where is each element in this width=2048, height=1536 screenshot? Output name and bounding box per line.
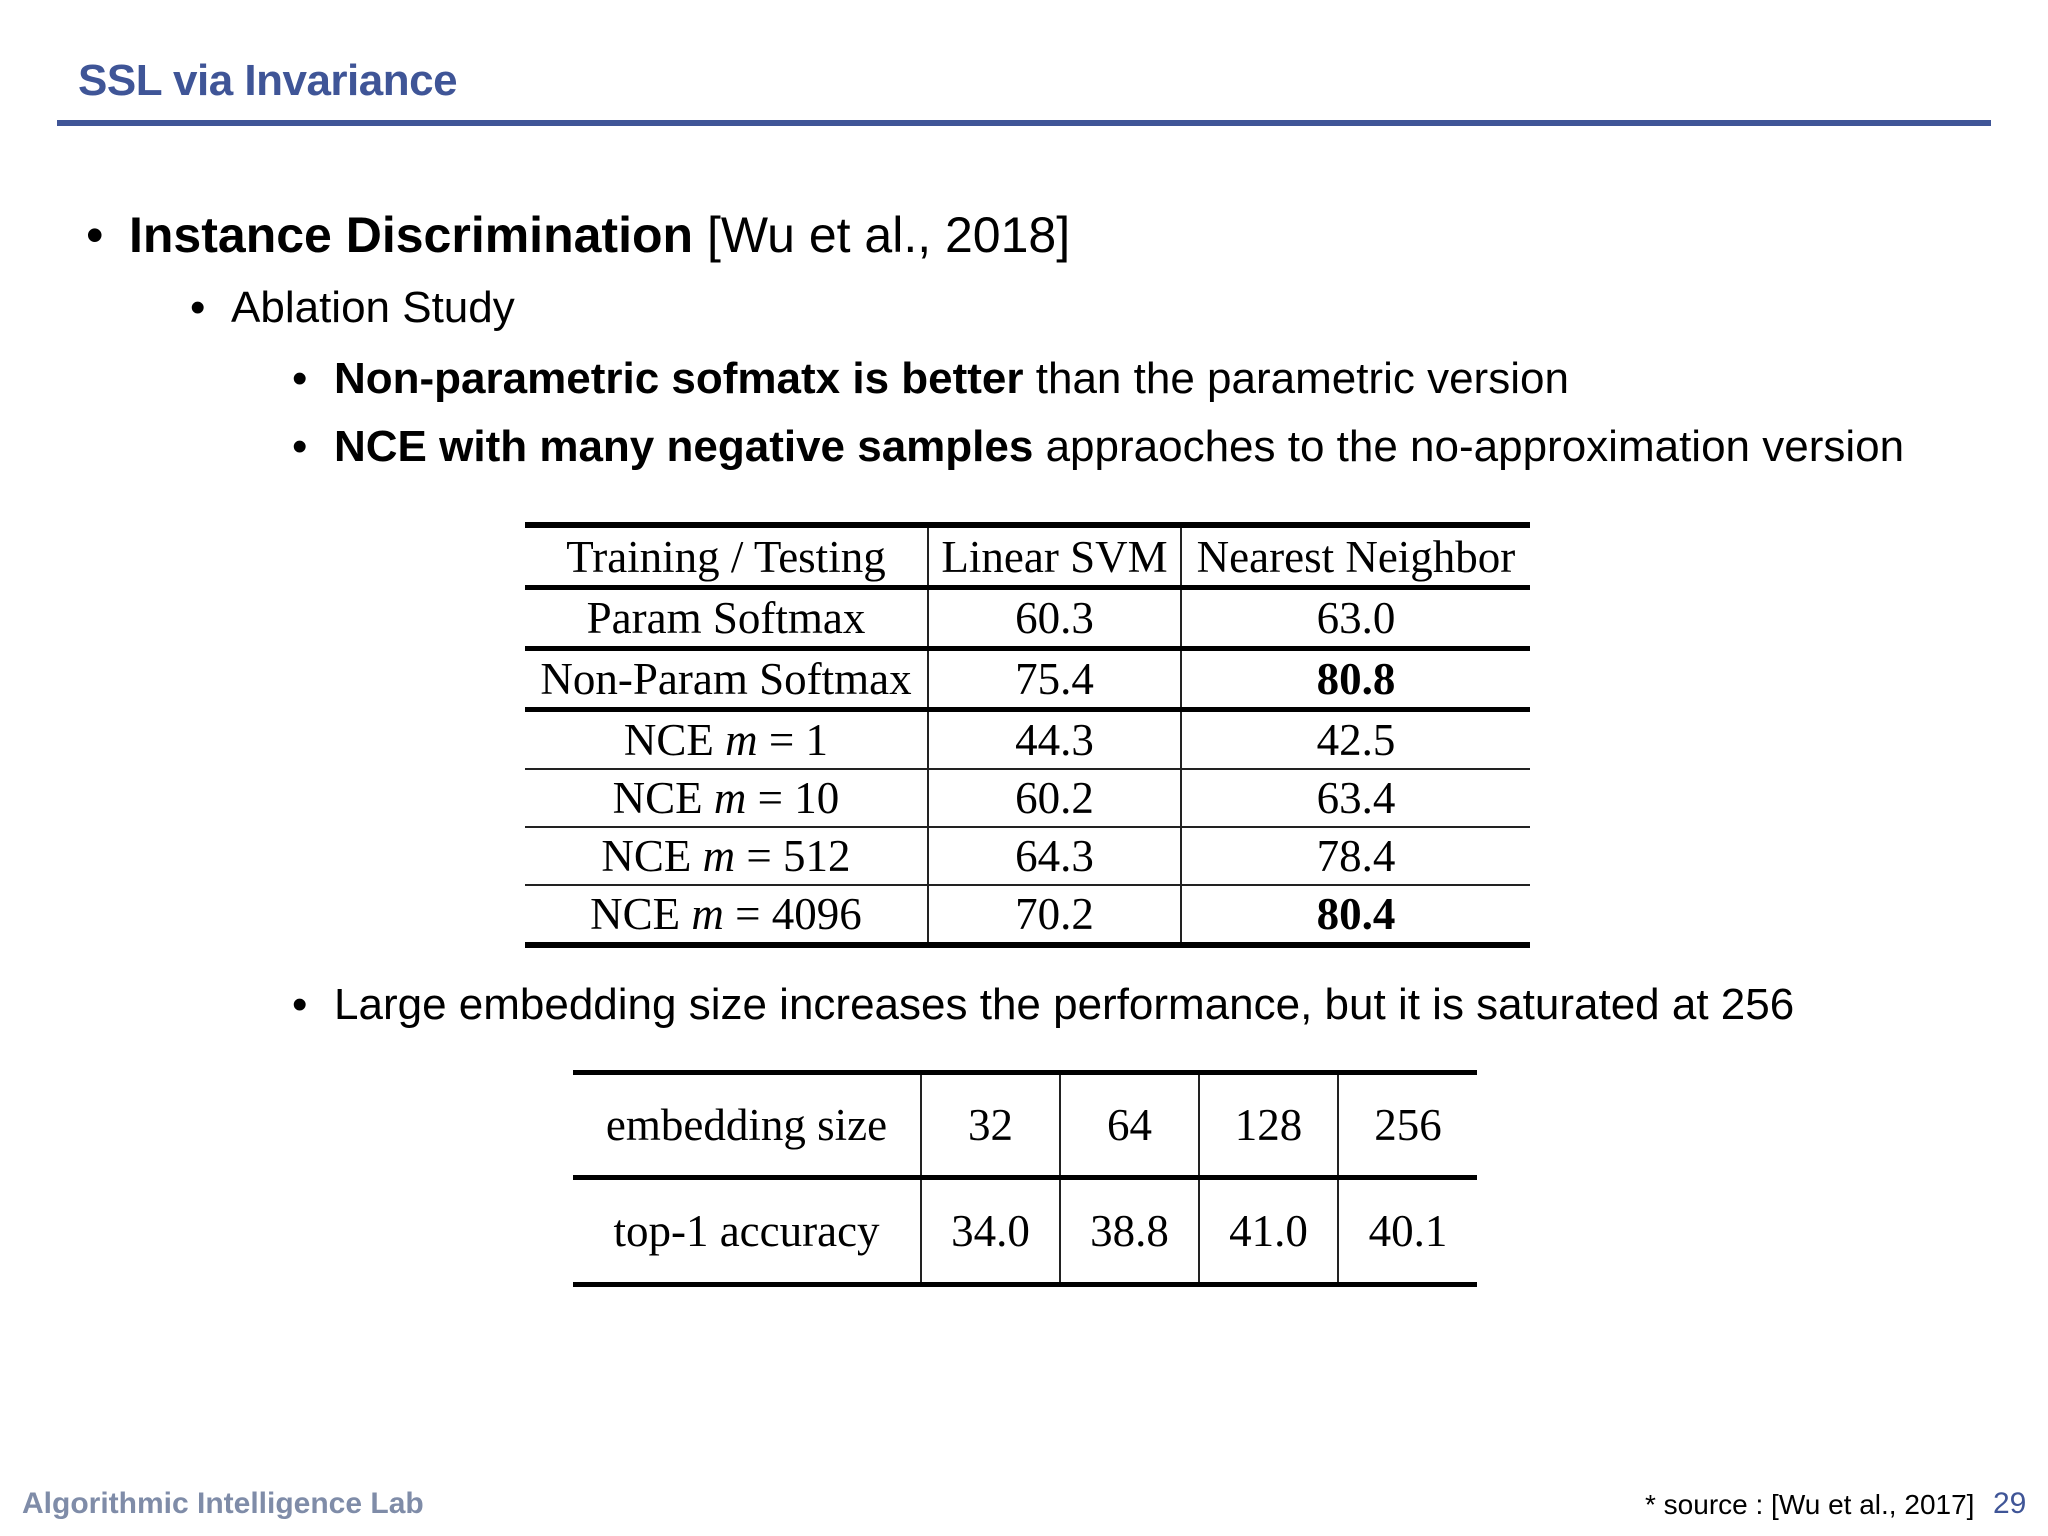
variable-m: m bbox=[702, 831, 736, 881]
method-cell: Param Softmax bbox=[525, 587, 928, 651]
bullet-dot-icon: • bbox=[86, 207, 104, 263]
bullet-text: Instance Discrimination [Wu et al., 2018… bbox=[129, 206, 1070, 264]
method-cell: NCE m = 4096 bbox=[525, 885, 928, 948]
bullet-bold-text: Instance Discrimination bbox=[129, 207, 694, 263]
method-eq: = 1 bbox=[757, 715, 829, 765]
citation-text: [Wu et al., 2018] bbox=[693, 207, 1071, 263]
table-row: NCE m = 512 64.3 78.4 bbox=[525, 827, 1530, 886]
size-cell: 64 bbox=[1059, 1070, 1199, 1180]
nn-cell: 78.4 bbox=[1180, 827, 1530, 886]
bullet-rest-text: than the parametric version bbox=[1023, 354, 1569, 403]
method-eq: = 4096 bbox=[723, 889, 862, 939]
method-cell: NCE m = 1 bbox=[525, 709, 928, 770]
bullet-text: Non-parametric sofmatx is better than th… bbox=[334, 354, 1569, 404]
method-prefix: NCE bbox=[601, 831, 703, 881]
variable-m: m bbox=[691, 889, 724, 939]
slide-title: SSL via Invariance bbox=[78, 56, 458, 105]
row-label: top-1 accuracy bbox=[573, 1177, 921, 1287]
svm-cell: 75.4 bbox=[927, 648, 1181, 712]
bullet-dot-icon: • bbox=[292, 354, 308, 403]
table-row: NCE m = 10 60.2 63.4 bbox=[525, 769, 1530, 828]
size-cell: 128 bbox=[1198, 1070, 1338, 1180]
svm-cell: 44.3 bbox=[927, 709, 1181, 770]
accuracy-cell: 41.0 bbox=[1198, 1177, 1338, 1287]
table-header-row: Training / Testing Linear SVM Nearest Ne… bbox=[525, 522, 1530, 590]
method-cell: NCE m = 512 bbox=[525, 827, 928, 886]
column-header: Nearest Neighbor bbox=[1180, 522, 1530, 590]
row-label: embedding size bbox=[573, 1070, 921, 1180]
size-cell: 32 bbox=[920, 1070, 1060, 1180]
title-underline-divider bbox=[57, 120, 1991, 126]
table-row: top-1 accuracy 34.0 38.8 41.0 40.1 bbox=[573, 1177, 1477, 1287]
bullet-dot-icon: • bbox=[292, 980, 308, 1029]
nn-cell: 63.0 bbox=[1180, 587, 1530, 651]
size-cell: 256 bbox=[1337, 1070, 1477, 1180]
footer-source-citation: * source : [Wu et al., 2017] bbox=[1645, 1489, 1975, 1520]
accuracy-cell: 34.0 bbox=[920, 1177, 1060, 1287]
bullet-dot-icon: • bbox=[190, 283, 206, 332]
footer-lab-name: Algorithmic Intelligence Lab bbox=[22, 1487, 424, 1520]
table-row: NCE m = 4096 70.2 80.4 bbox=[525, 885, 1530, 948]
method-prefix: NCE bbox=[590, 889, 692, 939]
table-row: Param Softmax 60.3 63.0 bbox=[525, 587, 1530, 651]
bullet-dot-icon: • bbox=[292, 422, 308, 471]
table-row: NCE m = 1 44.3 42.5 bbox=[525, 709, 1530, 770]
bullet-text: NCE with many negative samples appraoche… bbox=[334, 422, 1904, 472]
nn-cell-bold: 80.4 bbox=[1180, 885, 1530, 948]
method-prefix: NCE bbox=[612, 773, 714, 823]
column-header: Training / Testing bbox=[525, 522, 928, 590]
svm-cell: 60.2 bbox=[927, 769, 1181, 828]
bullet-bold-text: NCE with many negative samples bbox=[334, 422, 1034, 471]
nn-cell: 63.4 bbox=[1180, 769, 1530, 828]
page-number: 29 bbox=[1993, 1487, 2027, 1520]
nn-cell: 42.5 bbox=[1180, 709, 1530, 770]
table-row: Non-Param Softmax 75.4 80.8 bbox=[525, 648, 1530, 712]
bullet-text: Large embedding size increases the perfo… bbox=[334, 980, 1795, 1029]
table-header-row: embedding size 32 64 128 256 bbox=[573, 1070, 1477, 1180]
method-cell: Non-Param Softmax bbox=[525, 648, 928, 712]
method-eq: = 512 bbox=[735, 831, 851, 881]
svm-cell: 60.3 bbox=[927, 587, 1181, 651]
method-cell: NCE m = 10 bbox=[525, 769, 928, 828]
bullet-text: Ablation Study bbox=[231, 283, 515, 332]
variable-m: m bbox=[713, 773, 747, 823]
accuracy-cell: 38.8 bbox=[1059, 1177, 1199, 1287]
embedding-size-table: embedding size 32 64 128 256 top-1 accur… bbox=[573, 1070, 1477, 1287]
svm-cell: 70.2 bbox=[927, 885, 1181, 948]
bullet-rest-text: appraoches to the no-approximation versi… bbox=[1033, 422, 1905, 471]
method-prefix: NCE bbox=[623, 715, 726, 765]
ablation-results-table: Training / Testing Linear SVM Nearest Ne… bbox=[525, 522, 1530, 948]
method-eq: = 10 bbox=[746, 773, 840, 823]
variable-m: m bbox=[725, 715, 758, 765]
column-header: Linear SVM bbox=[927, 522, 1181, 590]
accuracy-cell: 40.1 bbox=[1337, 1177, 1477, 1287]
bullet-bold-text: Non-parametric sofmatx is better bbox=[334, 354, 1024, 403]
nn-cell-bold: 80.8 bbox=[1180, 648, 1530, 712]
svm-cell: 64.3 bbox=[927, 827, 1181, 886]
